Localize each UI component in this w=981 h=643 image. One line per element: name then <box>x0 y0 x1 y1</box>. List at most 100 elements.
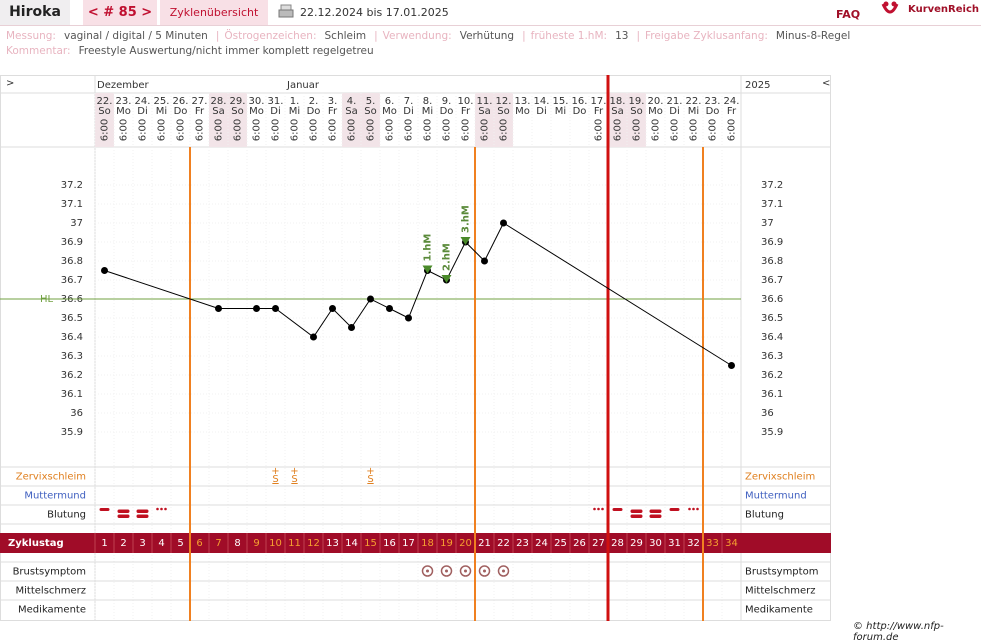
time-label: 6:00 <box>176 119 187 141</box>
cycle-day: 8 <box>234 538 240 549</box>
date-label: 30. <box>249 96 265 107</box>
bleeding-mark <box>688 507 699 511</box>
weekday-label: So <box>98 106 110 117</box>
weekday-label: Fr <box>195 106 205 117</box>
bleeding-dash <box>669 508 680 511</box>
cycle-nav[interactable]: < # 85 > <box>83 0 157 25</box>
breast-dot <box>483 569 486 573</box>
bleeding-mark <box>117 509 130 518</box>
date-label: 18. <box>610 96 626 107</box>
tab[interactable]: Zyklenübersicht <box>160 0 268 25</box>
time-label: 6:00 <box>385 119 396 141</box>
time-label: 6:00 <box>252 119 263 141</box>
cycle-day: 15 <box>364 538 377 549</box>
time-label: 6:00 <box>613 119 624 141</box>
temperature-point <box>386 305 393 312</box>
breast-dot <box>426 569 429 573</box>
y-tick-label: 37.1 <box>61 199 83 210</box>
header: Hiroka < # 85 > Zyklenübersicht 22.12.20… <box>0 0 981 26</box>
nav-right[interactable]: < <box>822 78 830 89</box>
cycle-day: 30 <box>649 538 662 549</box>
breast-ring <box>440 565 453 577</box>
time-label: 6:00 <box>138 119 149 141</box>
bleeding-mark <box>136 509 149 518</box>
cycle-day: 29 <box>630 538 643 549</box>
hm-marker <box>460 237 471 245</box>
nav-left[interactable]: > <box>6 78 14 89</box>
y-tick-label-right: 36.6 <box>761 294 783 305</box>
cycle-day: 7 <box>215 538 221 549</box>
temperature-point <box>329 305 336 312</box>
row-label: Zervixschleim <box>16 472 86 483</box>
weekday-label: So <box>630 106 642 117</box>
mucus-plus: + <box>366 466 374 477</box>
y-tick-label: 36.1 <box>61 389 83 400</box>
info-label: Messung: <box>6 30 56 42</box>
date-label: 2. <box>309 96 319 107</box>
weekend-shade <box>475 93 494 147</box>
temperature-line <box>104 222 732 366</box>
cycle-day: 34 <box>725 538 738 549</box>
info-value: vaginal / digital / 5 Minuten <box>63 30 208 42</box>
row-label-right: Mittelschmerz <box>745 586 815 597</box>
faq-link[interactable]: FAQ <box>836 8 861 21</box>
cycle-day: 23 <box>516 538 529 549</box>
frame <box>0 75 831 621</box>
breast-ring <box>497 565 510 577</box>
time-label: 6:00 <box>670 119 681 141</box>
weekday-label: Mo <box>249 106 264 117</box>
row-label-right: Medikamente <box>745 605 813 616</box>
temperature-point <box>101 267 108 274</box>
temperature-point <box>215 305 222 312</box>
weekend-shade <box>342 93 361 147</box>
y-tick-label: 36.8 <box>61 256 83 267</box>
y-tick-label-right: 36.4 <box>761 332 783 343</box>
weekday-label: Sa <box>478 106 490 117</box>
y-tick-label-right: 36 <box>761 408 774 419</box>
time-label: 6:00 <box>689 119 700 141</box>
date-label: 7. <box>404 96 414 107</box>
time-label: 6:00 <box>632 119 643 141</box>
temperature-point <box>481 257 488 265</box>
weekday-label: Fr <box>594 106 604 117</box>
y-tick-label: 36 <box>70 408 83 419</box>
brand[interactable]: KurvenReich <box>908 4 980 15</box>
separator: | <box>636 30 640 42</box>
temperature-point <box>253 305 260 312</box>
hm-label: 1.hM <box>423 234 434 262</box>
date-label: 15. <box>553 96 569 107</box>
breast-symptom <box>497 565 510 577</box>
time-label: 6:00 <box>423 119 434 141</box>
temperature-point <box>500 219 507 227</box>
bleeding-dash <box>136 514 149 518</box>
comment-value: Freestyle Auswertung/nicht immer komplet… <box>78 45 374 57</box>
info-label: Verwendung: <box>382 30 452 42</box>
comment-label: Kommentar: <box>6 45 71 57</box>
time-label: 6:00 <box>119 119 130 141</box>
bleeding-dash <box>649 509 662 513</box>
cycle-day: 24 <box>535 538 548 549</box>
y-tick-label: 36.7 <box>61 275 83 286</box>
bleeding-dash <box>649 514 662 518</box>
date-label: 20. <box>648 96 664 107</box>
date-label: 9. <box>442 96 452 107</box>
date-label: 1. <box>290 96 300 107</box>
y-tick-label-right: 36.7 <box>761 275 783 286</box>
weekday-label: Fr <box>727 106 737 117</box>
cycle-day: 21 <box>478 538 491 549</box>
bleeding-mark <box>156 507 167 511</box>
y-tick-label-right: 36.8 <box>761 256 783 267</box>
date-label: 23. <box>116 96 132 107</box>
temperature-point <box>728 362 735 369</box>
breast-symptom <box>440 565 453 577</box>
weekday-label: Fr <box>461 106 471 117</box>
bleeding-dot <box>696 507 699 511</box>
y-tick-label-right: 35.9 <box>761 427 783 438</box>
print-icon[interactable] <box>278 0 294 25</box>
date-label: 27. <box>192 96 208 107</box>
bleeding-dash <box>136 509 149 513</box>
date-label: 17. <box>591 96 607 107</box>
temperature-point <box>367 295 374 303</box>
info-label: Freigabe Zyklusanfang: <box>645 30 768 42</box>
info-value: Minus-8-Regel <box>775 30 851 42</box>
